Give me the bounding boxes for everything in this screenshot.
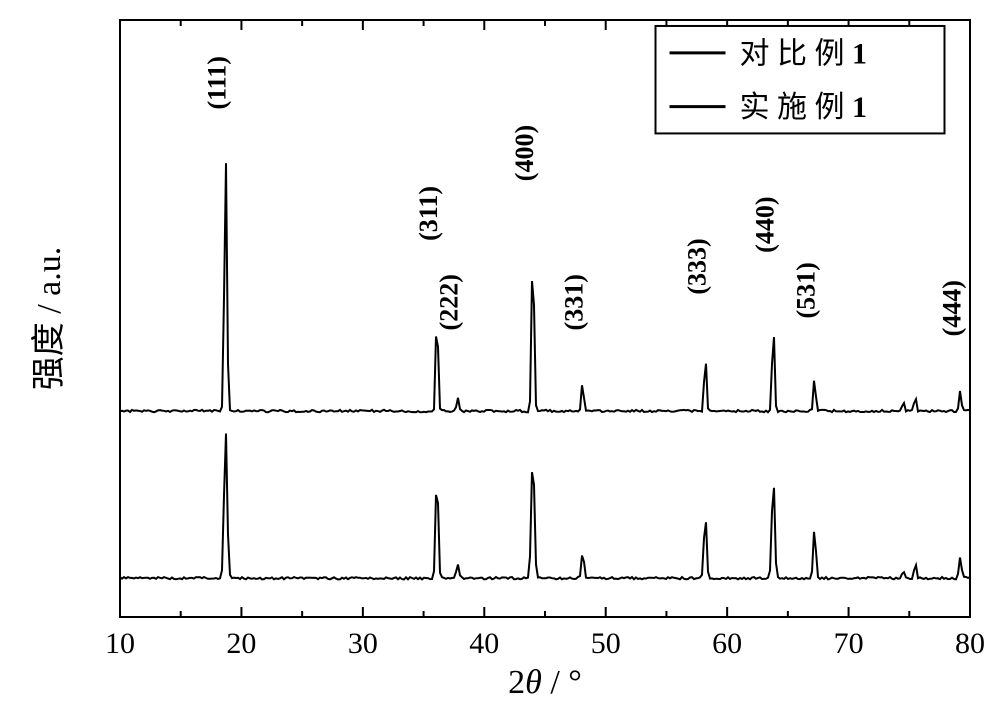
xrd-chart: 10 20 30 40 50 60 70 80 2θ / ° 强度 / a.u. (111) (311… [0, 0, 1000, 707]
peak-label: (222) [435, 274, 464, 330]
peak-label: (311) [414, 186, 443, 241]
legend-label: 实 施 例 1 [740, 91, 868, 124]
chart-container: { "canvas": { "width": 1000, "height": 7… [0, 0, 1000, 707]
x-tick-label: 10 [105, 627, 135, 660]
peak-label: (331) [560, 274, 589, 330]
x-tick-label: 30 [348, 627, 378, 660]
x-tick-label: 60 [712, 627, 742, 660]
peak-label: (333) [682, 238, 711, 294]
x-axis-label: 2θ / ° [508, 664, 582, 701]
legend-label: 对 比 例 1 [740, 37, 868, 70]
x-tick-label: 80 [955, 627, 985, 660]
x-tick-label: 40 [469, 627, 499, 660]
x-tick-label: 70 [834, 627, 864, 660]
peak-label: (440) [750, 197, 779, 253]
peak-label: (444) [937, 280, 966, 336]
y-axis-label: 强度 / a.u. [30, 247, 68, 391]
x-tick-label: 20 [226, 627, 256, 660]
x-tick-label: 50 [591, 627, 621, 660]
peak-label: (531) [792, 262, 821, 318]
peak-label: (400) [510, 125, 539, 181]
peak-label: (111) [203, 56, 232, 109]
